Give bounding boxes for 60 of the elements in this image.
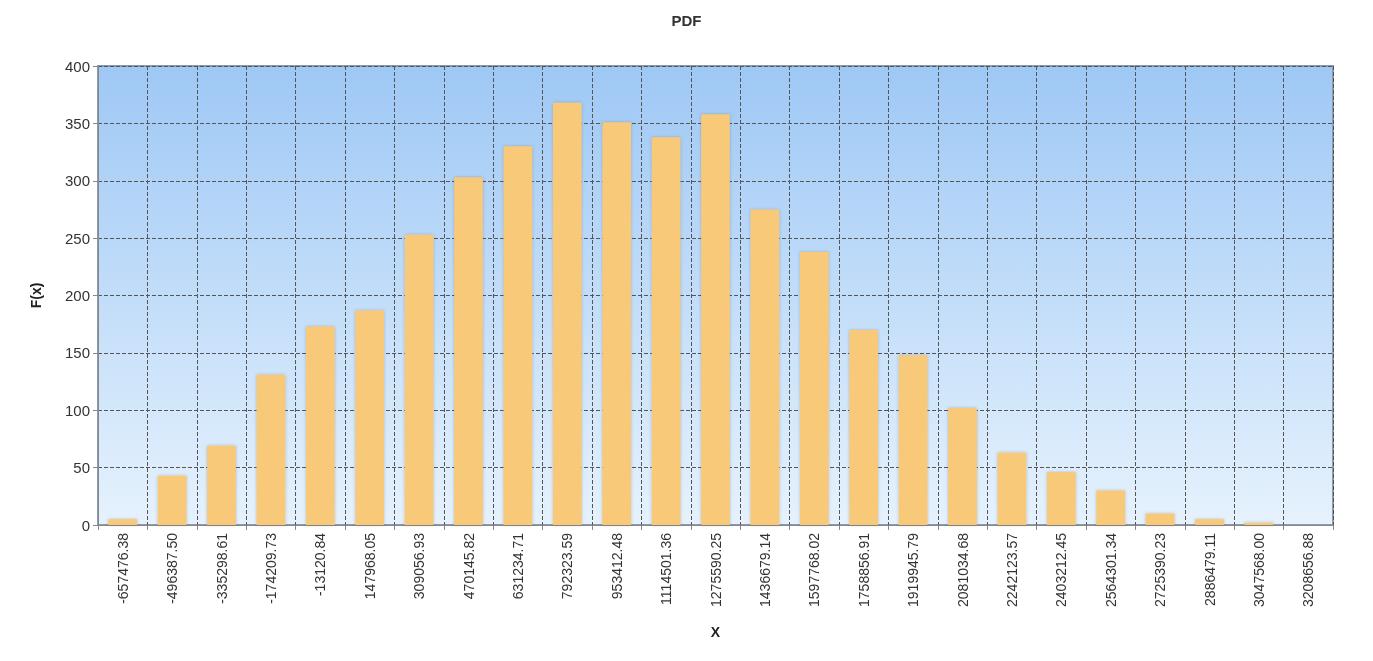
y-tick-label: 150	[64, 344, 90, 362]
bar	[305, 326, 335, 525]
y-axis-title: F(x)	[28, 282, 44, 309]
bar	[404, 234, 434, 525]
x-tick-label: 2403212.45	[1053, 532, 1070, 607]
x-tick-label: 2081034.68	[954, 532, 971, 607]
y-tick-label: 50	[73, 459, 90, 477]
y-tick-label: 250	[64, 229, 90, 247]
bar	[651, 137, 681, 525]
bar	[108, 519, 138, 525]
x-tick-label: 2886479.11	[1201, 532, 1218, 606]
x-tick-label: 2725390.23	[1152, 532, 1169, 607]
x-tick-label: 1275590.25	[707, 532, 724, 607]
bar	[701, 114, 730, 525]
x-tick-label: 2564301.34	[1102, 532, 1119, 607]
bar	[1145, 513, 1175, 525]
x-tick-label: 1919945.79	[905, 532, 922, 607]
x-tick-label: 3208656.88	[1300, 532, 1317, 607]
bar	[602, 122, 632, 525]
bar	[997, 452, 1027, 525]
y-tick-label: 400	[64, 57, 90, 75]
x-tick-label: 147968.05	[361, 532, 378, 600]
y-tick-label: 100	[64, 401, 90, 419]
bar	[503, 146, 533, 525]
x-tick-label: 1436679.14	[756, 532, 773, 607]
bar	[207, 445, 236, 525]
x-tick-label: 2242123.57	[1003, 532, 1020, 607]
x-tick-label: 3047568.00	[1250, 532, 1267, 607]
x-tick-label: -335298.61	[213, 532, 230, 604]
bar	[750, 209, 780, 525]
y-tick-label: 0	[81, 516, 90, 534]
bar	[898, 355, 928, 525]
bar	[454, 177, 483, 525]
y-tick-label: 200	[64, 287, 90, 304]
bar	[1046, 472, 1076, 525]
x-tick-label: -496387.50	[164, 532, 181, 604]
x-tick-label: 953412.48	[608, 532, 625, 600]
x-axis-title: X	[710, 624, 721, 640]
y-tick-label: 300	[64, 172, 90, 190]
x-tick-label: 1597768.02	[806, 532, 823, 607]
x-tick-label: 1758856.91	[855, 532, 872, 607]
x-tick-label: -174209.73	[262, 532, 279, 604]
bar	[1195, 519, 1224, 525]
x-tick-label: -13120.84	[312, 532, 329, 597]
bar	[552, 102, 582, 525]
y-tick-label: 350	[64, 114, 90, 132]
bar	[256, 374, 286, 525]
x-tick-label: 470145.82	[460, 532, 477, 600]
x-tick-label: -657476.38	[114, 532, 131, 604]
bar	[948, 407, 977, 525]
x-tick-label: 1114501.36	[658, 532, 675, 605]
bar	[849, 329, 879, 525]
bar	[157, 475, 187, 525]
bar	[355, 310, 385, 525]
chart-title: PDF	[671, 12, 702, 29]
bar	[799, 251, 829, 525]
bar	[1096, 490, 1126, 525]
x-tick-label: 792323.59	[559, 532, 576, 600]
x-tick-label: 309056.93	[411, 532, 428, 600]
x-tick-label: 631234.71	[509, 532, 526, 600]
